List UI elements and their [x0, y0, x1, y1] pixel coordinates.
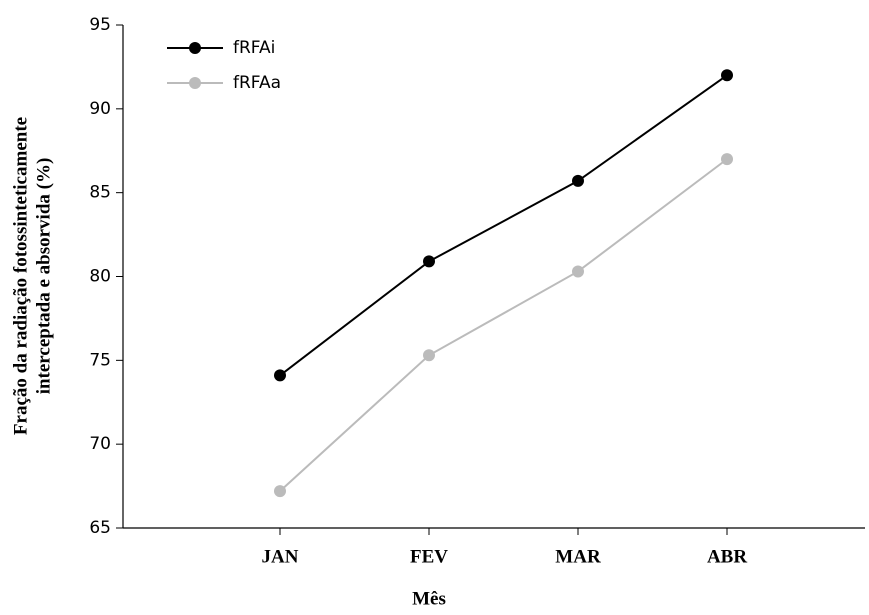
y-tick-label: 75 — [89, 350, 111, 370]
x-tick-label: JAN — [262, 546, 299, 567]
series-line — [279, 158, 728, 492]
data-point — [423, 255, 435, 268]
y-tick-label: 90 — [89, 99, 111, 119]
x-axis-label: Mês — [412, 588, 446, 609]
data-point — [274, 369, 286, 382]
x-tick-label: MAR — [555, 546, 601, 567]
data-point — [274, 485, 286, 498]
y-tick-label: 70 — [89, 434, 111, 454]
legend-marker — [189, 77, 201, 89]
y-axis-label: interceptada e absorvida (%) — [33, 158, 54, 395]
data-point — [572, 174, 584, 187]
data-point — [721, 153, 733, 166]
y-tick-label: 95 — [89, 15, 111, 35]
data-point — [423, 349, 435, 362]
y-axis-label: Fração da radiação fotossinteticamente — [10, 117, 31, 435]
data-point — [572, 265, 584, 278]
y-tick-label: 80 — [89, 267, 111, 287]
legend-label: fRFAi — [233, 38, 275, 58]
x-tick-label: ABR — [707, 546, 747, 567]
y-tick-label: 65 — [89, 518, 111, 538]
legend-marker — [189, 42, 201, 54]
x-tick-label: FEV — [410, 546, 448, 567]
legend-label: fRFAa — [233, 73, 281, 93]
series-line — [279, 74, 728, 377]
y-tick-label: 85 — [89, 183, 111, 203]
data-point — [721, 69, 733, 82]
